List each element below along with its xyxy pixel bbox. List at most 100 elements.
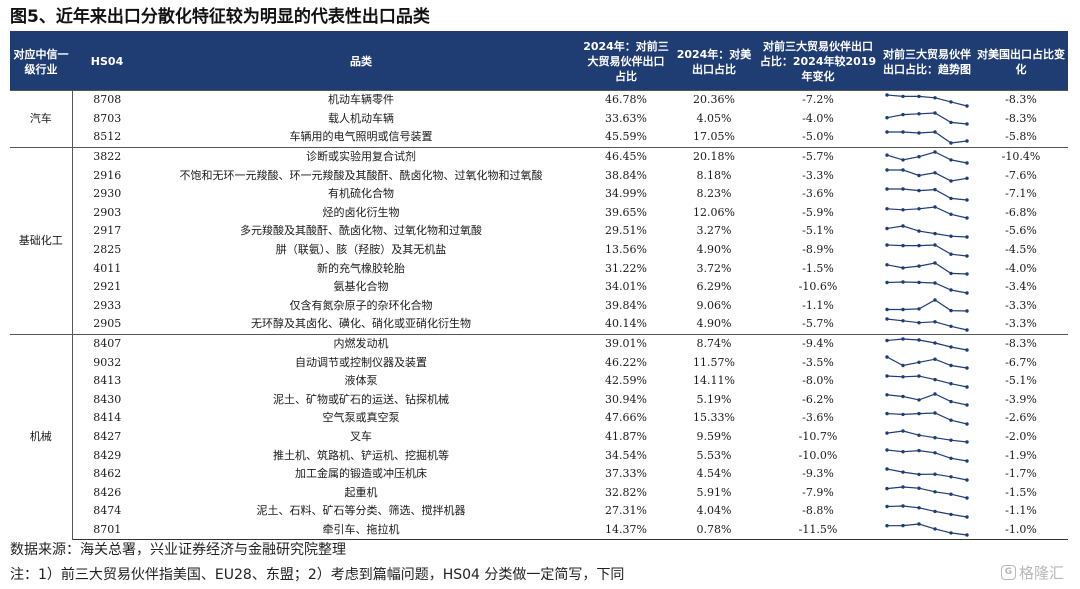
trend-point [965, 440, 969, 445]
trend-point [949, 531, 953, 536]
watermark-text: 格隆汇 [1018, 564, 1064, 582]
trend-sparkline [885, 336, 969, 352]
table-row: 8430 泥土、矿物或矿石的运送、钻探机械 30.94% 5.19% -6.2% -3.9… [10, 391, 1068, 410]
trend-point [949, 179, 953, 183]
table-row: 2921 氨基化合物 34.01% 6.29% -10.6% -3.4% [10, 278, 1068, 297]
us-change-cell: -3.9% [1005, 392, 1037, 406]
trend-point [885, 263, 889, 267]
trend-point [965, 253, 969, 258]
us-change-cell: -4.5% [1005, 243, 1037, 257]
share-us-cell: 8.18% [696, 168, 732, 182]
trend-point [885, 504, 889, 509]
trend-sparkline [885, 374, 969, 389]
table-row: 汽车 8708 机动车辆零件 46.78% 20.36% -7.2% -8.3% [10, 89, 1068, 148]
trend-sparkline [885, 224, 969, 239]
us-change-cell: -1.9% [1005, 448, 1037, 462]
trend-point [885, 393, 889, 397]
table-row: 8701 牵引车、拖拉机 14.37% 0.78% -11.5% -1.0% [10, 520, 1068, 541]
header-share-us: 2024年：对美出口占比 [672, 33, 756, 91]
header-us-change: 对美国出口占比变化 [974, 33, 1068, 91]
trend-line [886, 486, 968, 499]
share-big3-cell: 30.94% [605, 392, 647, 406]
change-cell: -9.4% [756, 333, 880, 354]
share-big3-cell: 46.78% [580, 89, 672, 110]
trend-sparkline [885, 522, 969, 538]
share-us-cell: 9.06% [696, 298, 732, 312]
trend-point [917, 337, 921, 342]
trend-point [949, 212, 953, 217]
product-cell: 泥土、石料、矿石等分类、筛选、搅拌机器 [256, 504, 466, 518]
trend-point [917, 243, 921, 247]
share-us-cell: 5.19% [696, 392, 732, 406]
share-big3-cell: 37.33% [605, 467, 647, 481]
trend-point [917, 374, 921, 378]
trend-point [933, 509, 937, 513]
hs04-cell: 2930 [93, 187, 122, 201]
trend-point [933, 451, 937, 455]
trend-point [965, 139, 969, 143]
change-cell: -5.7% [802, 317, 834, 331]
change-cell: -10.6% [798, 280, 838, 294]
trend-line [887, 131, 968, 144]
trend-cell [880, 278, 974, 297]
hs04-cell: 8512 [93, 130, 122, 144]
change-cell: -6.2% [802, 392, 834, 406]
trend-point [885, 466, 889, 471]
product-cell: 起重机 [344, 485, 378, 499]
trend-point [965, 198, 969, 202]
trend-cell [880, 520, 974, 541]
trend-sparkline [885, 392, 969, 407]
change-cell: -1.5% [802, 261, 834, 275]
share-us-cell: 5.91% [696, 485, 732, 499]
product-cell: 空气泵或真空泵 [322, 411, 400, 425]
trend-point [917, 154, 921, 158]
us-change-cell: -5.1% [1005, 374, 1037, 388]
trend-point [949, 121, 953, 125]
trend-point [901, 243, 905, 247]
share-us-cell: 12.06% [693, 205, 735, 219]
trend-point [933, 436, 937, 440]
trend-point [949, 492, 953, 497]
trend-point [885, 207, 889, 211]
trend-point [917, 360, 921, 365]
share-big3-cell: 39.01% [580, 333, 672, 354]
trend-point [949, 99, 953, 104]
header-industry: 对应中信一级行业 [10, 33, 72, 91]
share-us-cell: 4.04% [696, 504, 732, 518]
table-row: 8474 泥土、石料、矿石等分类、筛选、搅拌机器 27.31% 4.04% -8.8% -… [10, 502, 1068, 521]
trend-point [933, 187, 937, 192]
trend-sparkline [885, 485, 969, 500]
share-big3-cell: 40.14% [605, 317, 647, 331]
product-cell: 内燃发动机 [142, 333, 580, 354]
change-cell: -4.0% [802, 111, 834, 125]
change-cell: -11.5% [756, 520, 880, 541]
trend-sparkline [885, 111, 969, 127]
trend-cell [880, 185, 974, 204]
hs04-cell: 8426 [93, 485, 122, 499]
us-change-cell: -1.0% [974, 520, 1068, 541]
footnote: 注：1）前三大贸易伙伴指美国、EU28、东盟；2）考虑到篇幅问题，HS04 分类… [10, 567, 625, 583]
header-product: 品类 [142, 33, 580, 91]
header-share-big3: 2024年：对前三大贸易伙伴出口占比 [580, 33, 672, 91]
table-row: 2825 肼（联氨）、胲（羟胺）及其无机盐 13.56% 4.90% -8.9% -4.5… [10, 241, 1068, 260]
change-cell: -9.3% [802, 467, 834, 481]
trend-point [885, 355, 889, 359]
change-cell: -3.6% [802, 411, 834, 425]
hs04-cell: 8708 [72, 89, 142, 110]
us-change-cell: -7.6% [1005, 168, 1037, 182]
trend-point [933, 392, 937, 396]
trend-point [901, 187, 905, 191]
change-cell: -8.0% [802, 374, 834, 388]
trend-point [885, 130, 889, 134]
trend-line [886, 393, 968, 406]
trend-point [901, 308, 905, 312]
share-us-cell: 0.78% [672, 520, 756, 541]
share-big3-cell: 42.59% [605, 374, 647, 388]
trend-point [965, 328, 969, 332]
trend-point [917, 188, 921, 193]
table-row: 8413 液体泵 42.59% 14.11% -8.0% -5.1% [10, 372, 1068, 391]
share-us-cell: 17.05% [693, 130, 735, 144]
share-us-cell: 14.11% [693, 374, 735, 388]
us-change-cell: -5.8% [1005, 130, 1037, 144]
product-cell: 液体泵 [344, 374, 378, 388]
